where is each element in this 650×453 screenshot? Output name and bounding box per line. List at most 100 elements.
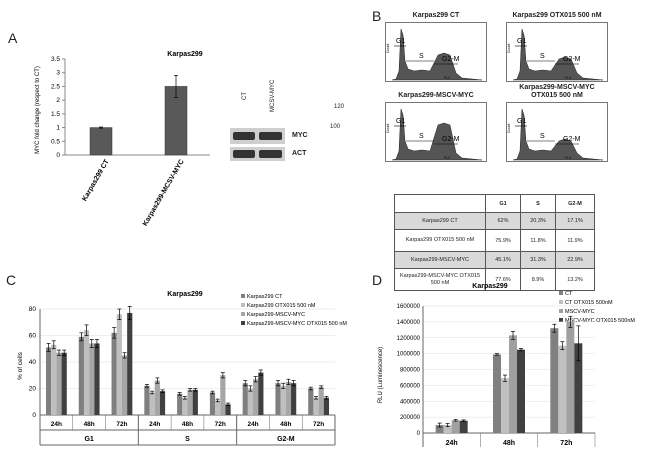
panel-d-bar (459, 420, 468, 433)
panel-c-bar (51, 344, 57, 415)
histogram-title: Karpas299 OTX015 500 nM (512, 12, 602, 19)
table-row: Karpas299-MSCV-MYC 45.1% 31.3% 22.9% (394, 251, 595, 269)
panel-d-chart: Karpas299 RLU (Luminescence) CT CT OTX015… (378, 283, 635, 447)
panel-c-xtick-label: 72h (215, 421, 226, 428)
panel-d-bar (501, 378, 509, 433)
histogram-s-label: S (419, 133, 424, 140)
histogram-g2m-label: G2-M (442, 136, 460, 143)
table-header-g2m: G2-M (555, 194, 595, 213)
panel-d-bar (550, 328, 559, 433)
panel-a-ytick-label: 0.5 (51, 138, 60, 145)
histogram-plot: G1 S G2-M Count FL2 (507, 28, 604, 81)
panel-c-xtick-label: 24h (247, 421, 258, 428)
panel-c-xtick-label: 72h (116, 421, 127, 428)
histogram-y-axis-label: Count (507, 124, 511, 133)
table-header-s: S (520, 194, 556, 213)
cell-s: 31.3% (520, 251, 556, 269)
histogram-x-axis-label: FL2 (444, 156, 450, 160)
panel-c-bar (275, 383, 281, 415)
panel-c-bar (78, 336, 84, 415)
histogram: Karpas299 CT G1 S G2-M Count FL2 (385, 12, 487, 82)
blot-lane-ct: CT (242, 92, 248, 100)
panel-d-ytick-label: 1000000 (397, 352, 421, 358)
panel-c-legend-swatch (241, 321, 245, 325)
panel-c-title: Karpas299 (167, 291, 203, 298)
panel-c-bar (144, 385, 150, 415)
histogram-y-axis-label: Count (386, 124, 390, 133)
panel-d-bar (517, 349, 525, 433)
panel-d-xtick-label: 72h (560, 440, 572, 447)
panel-c-ytick-label: 40 (29, 359, 37, 366)
histogram-g2m-label: G2-M (563, 56, 581, 63)
panel-c-bar (318, 387, 324, 415)
panel-c-bar (280, 385, 286, 415)
panel-d-bar (443, 425, 452, 433)
panel-d-bar (509, 335, 517, 433)
row-label: Karpas299 OTX015 500 nM (394, 229, 486, 252)
cell-g1: 62% (485, 212, 521, 230)
panel-a-ytick-label: 1 (56, 125, 60, 132)
panel-a-ytick-label: 2.5 (51, 83, 60, 90)
cell-g2m: 17.1% (555, 212, 595, 230)
panel-c-xtick-label: 24h (51, 421, 62, 428)
cell-g2m: 11.9% (555, 229, 595, 252)
table-header-empty (394, 194, 486, 213)
panel-a-xtick-label: Karpas299-MCSV-MYC (142, 159, 186, 228)
panel-c-xtick-label: 48h (84, 421, 95, 428)
panel-c-bar (192, 389, 198, 415)
histogram-plot: G1 S G2-M Count FL2 (386, 28, 483, 81)
table-row: Karpas299 CT 62% 20.3% 17.1% (394, 212, 595, 230)
table-header-row: G1 S G2-M (394, 194, 595, 213)
panel-c-bar (323, 397, 330, 415)
table-header-g1: G1 (485, 194, 521, 213)
panel-c-ytick-label: 20 (29, 386, 37, 393)
panel-a-ytick-label: 3 (56, 70, 60, 77)
panel-c-xtick-label: 48h (182, 421, 193, 428)
panel-d-ytick-label: 200000 (400, 415, 421, 421)
blot-myc-strip (230, 128, 285, 144)
panel-a-title: Karpas299 (167, 51, 203, 58)
cell-g1: 45.1% (485, 251, 521, 269)
histogram-x-axis-label: FL2 (565, 156, 571, 160)
panel-d-ytick-label: 800000 (400, 368, 421, 374)
cell-cycle-table: G1 S G2-M Karpas299 CT 62% 20.3% 17.1% K… (394, 194, 595, 291)
panel-d-legend-label: CT (565, 291, 573, 297)
histogram-y-axis-label: Count (386, 44, 390, 53)
panel-c-legend-label: Karpas299-MSCV-MYC OTX015 500 nM (247, 321, 347, 327)
panel-c-ytick-label: 80 (29, 306, 37, 313)
panel-c-group-label: G2-M (277, 436, 295, 443)
histogram-curve (391, 28, 483, 81)
panel-c-bar (154, 380, 160, 415)
blot-mw-120: 120 (334, 104, 345, 110)
cell-s: 20.3% (520, 212, 556, 230)
panel-c-chart: Karpas299 % of cells Karpas299 CTKarpas2… (17, 291, 347, 446)
panel-c-legend-swatch (241, 312, 245, 316)
histogram: Karpas299-MSCV-MYC G1 S G2-M Count FL2 (385, 92, 487, 162)
panel-d-legend-swatch (559, 300, 563, 304)
cell-s: 11.8% (520, 229, 556, 252)
row-label: Karpas299-MSCV-MYC (394, 251, 486, 269)
histogram-g1-label: G1 (396, 38, 405, 45)
panel-d-bar (558, 345, 567, 433)
panel-c-xtick-label: 48h (280, 421, 291, 428)
cell-g1: 77.6% (485, 268, 521, 291)
panel-a-ytick-label: 1.5 (51, 111, 60, 118)
histogram-plot: G1 S G2-M Count FL2 (386, 108, 483, 161)
histogram-s-label: S (540, 53, 545, 60)
histogram-title: Karpas299 CT (412, 12, 460, 19)
panel-c-bar (215, 400, 221, 415)
panel-c-legend-swatch (241, 303, 245, 307)
panel-d-legend-label: MSCV-MYC OTX015 500nM (565, 318, 635, 324)
panel-c-bar (258, 372, 264, 415)
table-row: Karpas299 OTX015 500 nM 75.9% 11.8% 11.9… (394, 229, 595, 252)
panel-d-ytick-label: 1200000 (397, 336, 421, 342)
panel-d-legend-label: CT OTX015 500nM (565, 300, 613, 306)
panel-d-bar (435, 425, 444, 433)
histogram-plot: G1 S G2-M Count FL2 (507, 108, 604, 161)
blot-band-act-ct (233, 150, 255, 158)
panel-c-group-label: S (185, 436, 190, 443)
panel-c-ytick-label: 60 (29, 333, 37, 340)
panel-c-bar (313, 397, 319, 415)
panel-d-ytick-label: 600000 (400, 383, 421, 389)
blot-act-strip (230, 147, 285, 161)
